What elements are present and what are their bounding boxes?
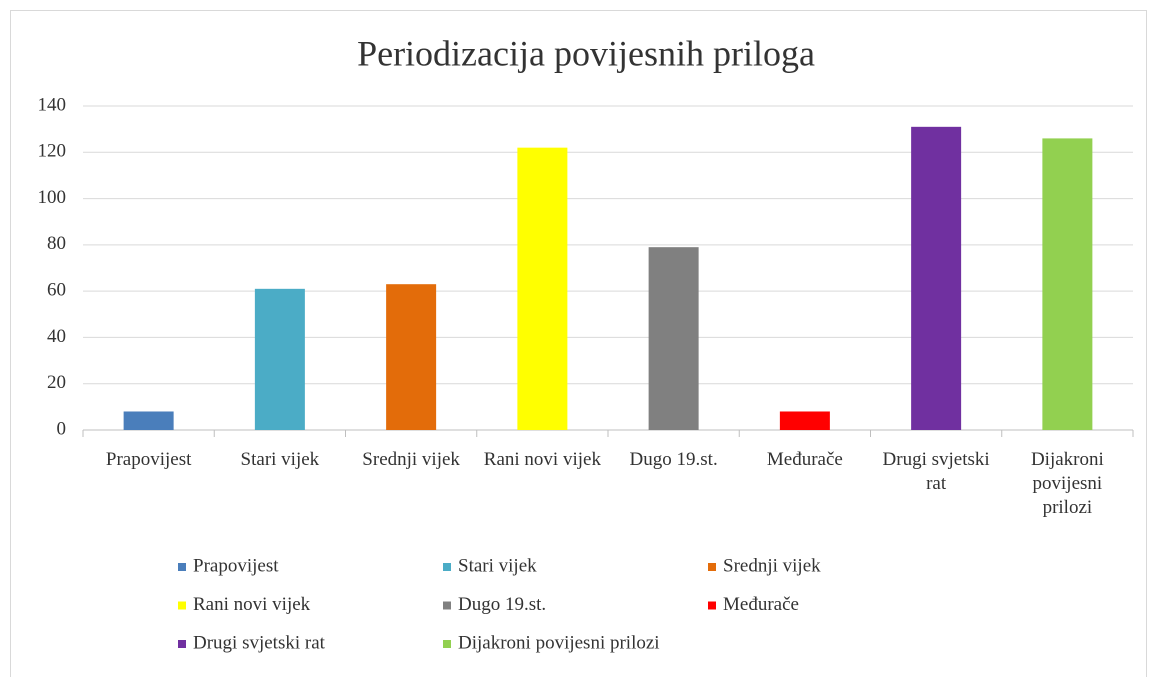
y-tick-label: 140: [38, 94, 67, 115]
x-tick-label: Drugi svjetski rat: [883, 449, 990, 494]
x-tick-label: Srednji vijek: [362, 449, 460, 470]
bar: [386, 284, 437, 430]
legend-swatch: [708, 601, 716, 610]
legend-swatch: [178, 640, 186, 648]
x-tick-label: Dugo 19.st.: [630, 449, 718, 470]
x-tick-label: Rani novi vijek: [484, 449, 602, 470]
legend-label: Prapovijest: [193, 555, 279, 576]
legend-label: Drugi svjetski rat: [193, 632, 326, 653]
legend-label: Dugo 19.st.: [458, 594, 546, 615]
y-tick-label: 40: [47, 326, 66, 347]
bar: [123, 411, 174, 430]
x-tick-label: Dijakroni povijesni prilozi: [1031, 449, 1104, 518]
bar: [911, 126, 962, 430]
legend-label: Rani novi vijek: [193, 594, 311, 615]
x-tick-label: Prapovijest: [106, 449, 192, 470]
y-tick-label: 80: [47, 233, 66, 254]
bar: [648, 247, 699, 430]
x-tick-label: Međurače: [767, 449, 843, 470]
bar: [1042, 138, 1093, 430]
y-tick-label: 0: [57, 418, 67, 439]
x-tick-label: Stari vijek: [241, 449, 320, 470]
chart-border: [10, 10, 1147, 677]
bar: [254, 288, 305, 430]
legend-swatch: [178, 601, 186, 610]
bar: [779, 411, 830, 430]
legend-label: Međurače: [723, 594, 799, 615]
y-tick-label: 100: [38, 187, 67, 208]
legend-swatch: [443, 601, 451, 610]
y-tick-label: 20: [47, 372, 66, 393]
legend-swatch: [708, 563, 716, 571]
legend-label: Srednji vijek: [723, 555, 821, 576]
legend-swatch: [443, 563, 451, 571]
legend-swatch: [443, 640, 451, 648]
legend-label: Stari vijek: [458, 555, 537, 576]
legend-label: Dijakroni povijesni prilozi: [458, 632, 660, 653]
bar: [517, 147, 568, 430]
y-tick-label: 60: [47, 280, 66, 301]
y-tick-label: 120: [38, 141, 67, 162]
legend-swatch: [178, 563, 186, 571]
chart-title: Periodizacija povijesnih priloga: [357, 33, 815, 73]
